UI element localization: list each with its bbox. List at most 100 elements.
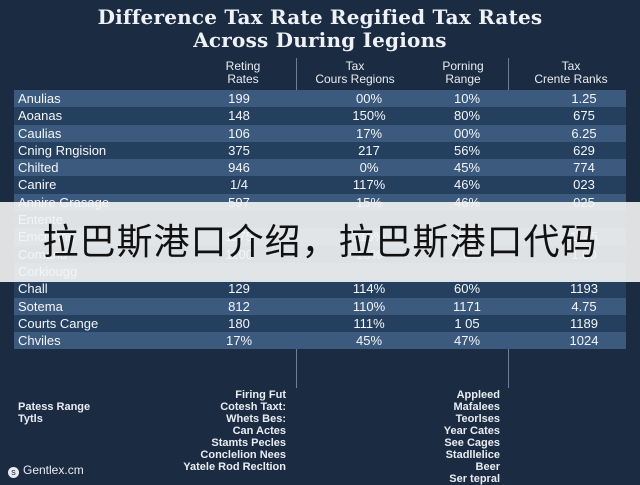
cell-rating: 180 <box>228 315 250 331</box>
source-logo: s Gentlex.cm <box>8 463 84 478</box>
cell-range: 46% <box>453 177 481 193</box>
footer-left-line: Patess Range <box>18 401 91 413</box>
footer-right-line: Mafalees <box>453 401 500 413</box>
cell-rating: 1/4 <box>229 177 249 193</box>
footer-mid-line: Conclelion Nees <box>200 449 286 461</box>
cell-tax: 00% <box>355 91 383 106</box>
cell-rating: 148 <box>228 108 250 124</box>
cell-tax: 0% <box>359 160 379 176</box>
cell-tax: 217 <box>358 142 380 158</box>
header-col-1-line-1: Reting <box>225 59 261 73</box>
row-name: Chilted <box>18 160 59 176</box>
cell-rank: 774 <box>573 160 595 176</box>
cell-rank: 4.75 <box>571 298 597 314</box>
cell-tax: 110% <box>352 298 386 314</box>
cell-rank: 1189 <box>570 315 598 331</box>
cell-tax: 45% <box>355 333 383 349</box>
footer-middle: Firing Fut Cotesh Taxt: Whets Bes: Can A… <box>170 389 286 473</box>
row-name: Canire <box>18 177 57 193</box>
footer-mid-line: Can Actes <box>232 425 286 437</box>
row-name: Anulias <box>18 91 61 106</box>
cell-range: 47% <box>453 333 481 349</box>
row-name: Sotema <box>18 298 63 314</box>
chart-title-line-2: Across During Iegions <box>193 28 447 52</box>
header-col-4-line-1: Tax <box>561 59 581 73</box>
cell-rank: 6.25 <box>571 125 597 141</box>
cell-rank: 1.25 <box>571 91 597 106</box>
cell-range: 60% <box>453 281 481 297</box>
header-col-4: Tax Crente Ranks <box>516 60 626 86</box>
cell-range: 80% <box>453 108 481 124</box>
header-col-2-line-2: Cours Regions <box>315 72 395 86</box>
cell-tax: 117% <box>352 177 386 193</box>
header-col-3-line-2: Range <box>445 72 481 86</box>
cell-tax: 111% <box>353 315 385 331</box>
s-circle-icon: s <box>8 467 19 478</box>
footer-right-line: Teorlses <box>455 413 500 425</box>
footer-left: Patess Range Tytls <box>18 401 90 425</box>
header-col-3-line-1: Porning <box>442 59 484 73</box>
footer-right-line: Year Cates <box>443 425 500 437</box>
table-row: Chilted 946 0% 45% 774 <box>14 159 626 177</box>
footer-right-line: Ser tepral <box>449 473 500 485</box>
cell-range: 00% <box>453 125 481 141</box>
row-name: Courts Cange <box>18 315 99 331</box>
footer-right: Appleed Mafalees Teorlses Year Cates See… <box>420 389 500 485</box>
table-row: Caulias 106 17% 00% 6.25 <box>14 124 626 142</box>
cell-rank: 675 <box>573 108 595 124</box>
row-name: Aoanas <box>18 108 63 124</box>
chart-title-line-1: Difference Tax Rate Regified Tax Rates <box>97 5 543 29</box>
header-col-2: Tax Cours Regions <box>300 60 410 86</box>
footer-right-line: Appleed <box>456 389 500 401</box>
footer-left-line: Tytls <box>18 413 43 425</box>
header-col-1: Reting Rates <box>204 60 282 86</box>
cell-tax: 17% <box>355 125 383 141</box>
header-col-2-line-1: Tax <box>345 59 365 73</box>
row-name: Chall <box>18 281 48 297</box>
footer-mid-line: Stamts Pecles <box>211 437 286 449</box>
footer-right-line: Stadllelice Beer <box>445 449 500 473</box>
cell-range: 45% <box>453 160 481 176</box>
header-col-1-line-2: Rates <box>227 72 259 86</box>
cell-rating: 946 <box>228 160 250 176</box>
cell-rank: 023 <box>573 177 595 193</box>
banner-text: 拉巴斯港口介绍，拉巴斯港口代码 <box>42 222 598 263</box>
row-name: Chviles <box>18 333 61 349</box>
cell-range: 1 05 <box>454 315 480 331</box>
table-row: Courts Cange 180 111% 1 05 1189 <box>14 314 626 333</box>
caption-banner: 拉巴斯港口介绍，拉巴斯港口代码 <box>0 202 640 282</box>
cell-rating: 812 <box>228 298 250 314</box>
cell-rating: 129 <box>228 281 250 297</box>
footer-mid-line: Yatele Rod Recltion <box>183 461 286 473</box>
table-row: Chviles 17% 45% 47% 1024 <box>14 332 626 350</box>
table-row: Cning Rngision 375 217 56% 629 <box>14 141 626 160</box>
footer-mid-line: Cotesh Taxt: <box>220 401 286 413</box>
cell-tax: 114% <box>352 281 386 297</box>
footer-mid-line: Whets Bes: <box>226 413 286 425</box>
cell-range: 56% <box>453 142 481 158</box>
footer-mid-line: Firing Fut <box>235 389 286 401</box>
cell-rating: 17% <box>225 333 253 349</box>
row-name: Caulias <box>18 125 62 141</box>
cell-rating: 199 <box>228 91 250 106</box>
table-row: Chall 129 114% 60% 1193 <box>14 280 626 298</box>
row-name: Cning Rngision <box>18 142 107 158</box>
header-col-3: Porning Range <box>418 60 508 86</box>
table-row: Aoanas 148 150% 80% 675 <box>14 107 626 125</box>
table-row: Anulias 199 00% 10% 1.25 <box>14 90 626 108</box>
cell-range: 10% <box>453 91 481 106</box>
logo-text: Gentlex.cm <box>23 463 84 477</box>
cell-rank: 1193 <box>570 281 598 297</box>
footer-right-line: See Cages <box>444 437 500 449</box>
data-table: Anulias 199 00% 10% 1.25 Aoanas 148 150% 80% 675 C… <box>14 90 626 350</box>
table-row: Sotema 812 110% 1171 4.75 <box>14 297 626 315</box>
cell-rating: 106 <box>228 125 250 141</box>
table-header: Reting Rates Tax Cours Regions Porning R… <box>0 58 640 88</box>
cell-tax: 150% <box>352 108 386 124</box>
cell-rank: 629 <box>573 142 595 158</box>
header-col-4-line-2: Crente Ranks <box>534 72 608 86</box>
cell-range: 1171 <box>453 298 481 314</box>
cell-rank: 1024 <box>569 333 599 349</box>
cell-rating: 375 <box>228 142 250 158</box>
table-row: Canire 1/4 117% 46% 023 <box>14 176 626 194</box>
